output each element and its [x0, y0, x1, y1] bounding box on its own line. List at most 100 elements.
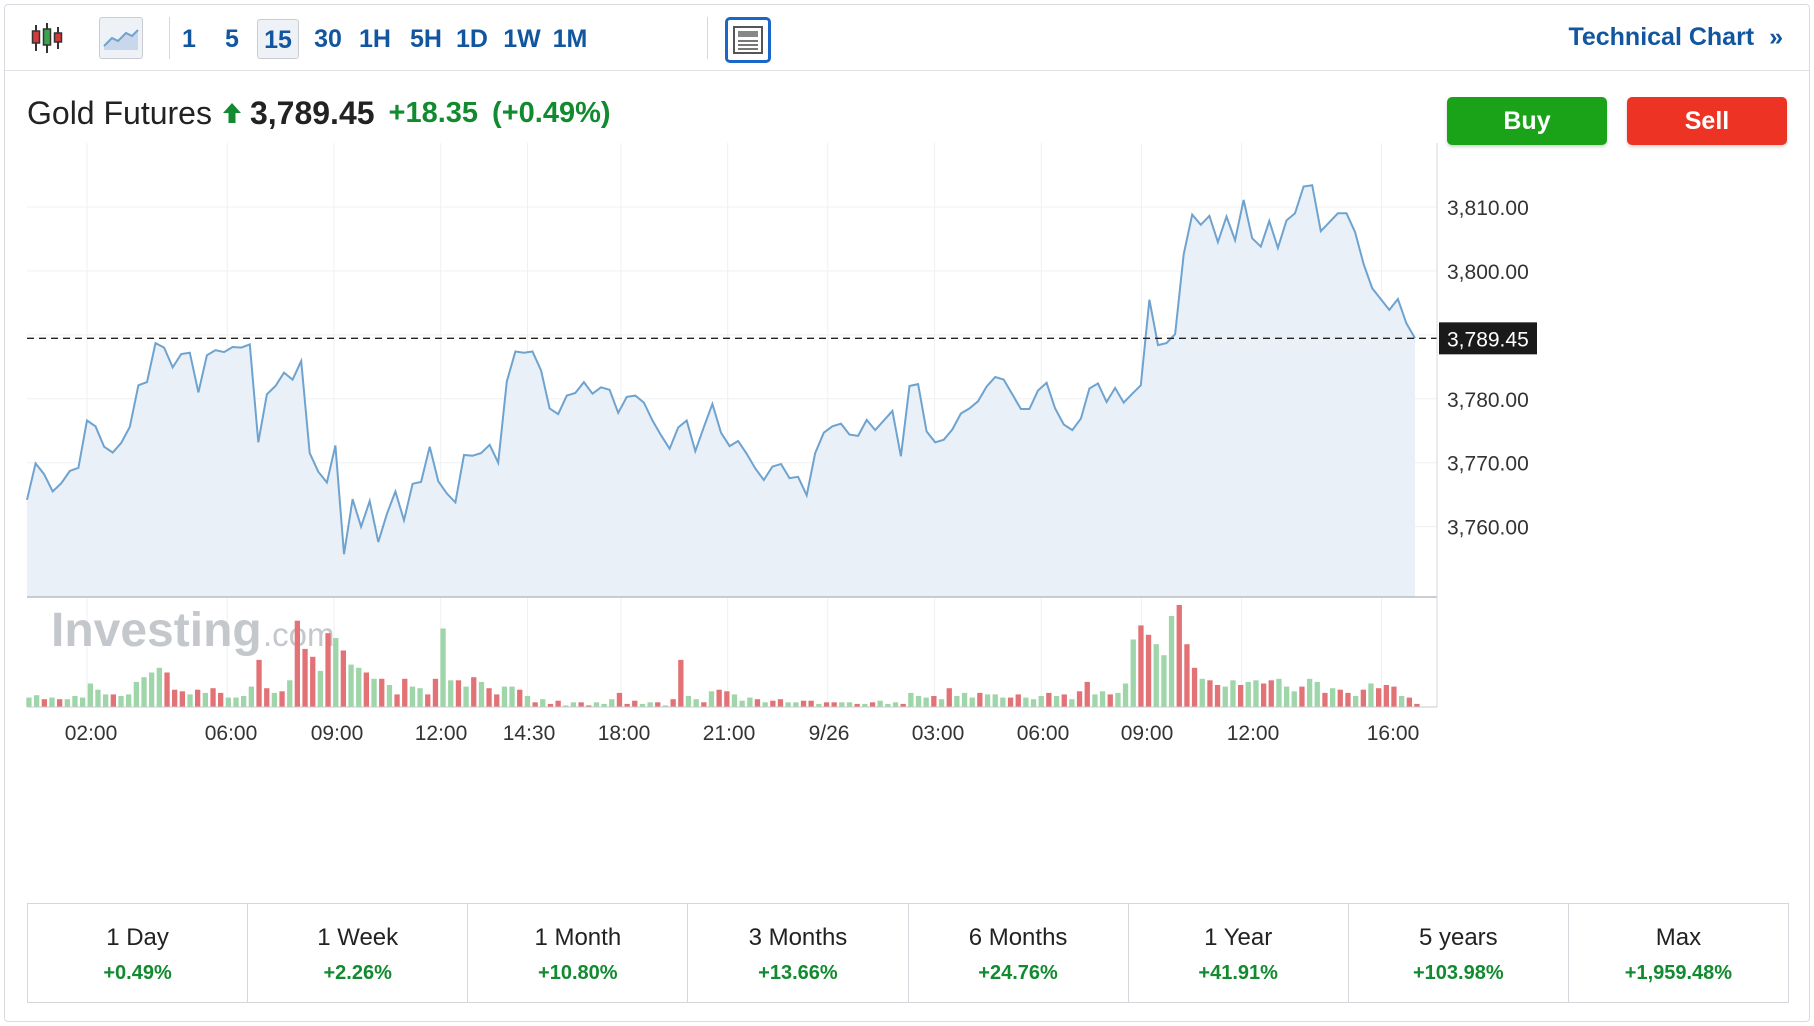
- toolbar-separator: [707, 17, 708, 59]
- volume-bar: [716, 689, 722, 707]
- volume-bar: [1330, 688, 1336, 707]
- volume-bar: [34, 695, 40, 707]
- instrument-name: Gold Futures: [27, 95, 212, 131]
- period-1-week[interactable]: 1 Week +2.26%: [248, 904, 469, 1002]
- volume-bar: [287, 680, 293, 707]
- timeframe-30[interactable]: 30: [314, 25, 342, 53]
- price-chart[interactable]: Investing .com 3,810.003,800.003,790.003…: [5, 5, 1810, 905]
- news-icon[interactable]: [725, 17, 771, 63]
- x-tick-label: 18:00: [598, 722, 651, 745]
- volume-bar: [908, 692, 914, 707]
- volume-bar: [670, 699, 676, 707]
- volume-bar: [754, 699, 761, 707]
- x-tick-label: 9/26: [809, 722, 850, 745]
- volume-bar: [478, 681, 485, 707]
- instrument-header: Gold Futures 3,789.45 +18.35 (+0.49%): [27, 95, 611, 132]
- candlestick-icon[interactable]: [25, 17, 69, 59]
- timeframe-1h[interactable]: 1H: [359, 25, 391, 53]
- volume-bar: [731, 694, 738, 707]
- period-1-day[interactable]: 1 Day +0.49%: [28, 904, 249, 1002]
- volume-bar: [678, 659, 684, 707]
- volume-bar: [915, 696, 922, 707]
- volume-bar: [1130, 639, 1136, 707]
- line-chart-icon[interactable]: [99, 17, 143, 59]
- volume-bar: [149, 672, 155, 707]
- timeframe-1m[interactable]: 1M: [552, 25, 588, 53]
- buy-button[interactable]: Buy: [1447, 97, 1607, 145]
- volume-bar: [1069, 699, 1075, 707]
- volume-bar: [1000, 697, 1006, 707]
- period-3-months[interactable]: 3 Months +13.66%: [688, 904, 909, 1002]
- period-6-months[interactable]: 6 Months +24.76%: [909, 904, 1129, 1002]
- volume-bar: [685, 696, 692, 707]
- volume-bar: [1076, 691, 1083, 707]
- y-tick-label: 3,810.00: [1447, 197, 1529, 220]
- volume-bar: [793, 702, 799, 707]
- volume-bar: [1092, 694, 1098, 707]
- timeframe-1w[interactable]: 1W: [503, 25, 541, 53]
- volume-bar: [1368, 683, 1374, 707]
- volume-bar: [639, 703, 646, 707]
- current-price-tag-bg: [1439, 322, 1537, 355]
- timeframe-5h[interactable]: 5H: [410, 25, 442, 53]
- volume-bar: [823, 702, 830, 707]
- volume-bar: [1023, 697, 1029, 707]
- volume-bar: [1138, 625, 1144, 707]
- volume-bars: [26, 605, 1420, 707]
- volume-bar: [156, 667, 162, 707]
- volume-bar: [547, 703, 554, 707]
- volume-bar: [854, 703, 860, 707]
- period-max[interactable]: Max +1,959.48%: [1569, 904, 1788, 1002]
- volume-bar: [1184, 644, 1190, 707]
- volume-bar: [325, 633, 331, 707]
- volume-bar: [892, 702, 899, 707]
- volume-bar: [540, 699, 546, 707]
- volume-bar: [785, 702, 791, 707]
- timeframe-15[interactable]: 15: [257, 19, 299, 59]
- volume-bar: [279, 691, 285, 707]
- period-change: +1,959.48%: [1624, 962, 1733, 984]
- x-tick-label: 02:00: [65, 722, 118, 745]
- volume-bar: [49, 697, 55, 707]
- volume-bar: [172, 689, 178, 707]
- volume-bar: [1322, 692, 1328, 707]
- period-1-month[interactable]: 1 Month +10.80%: [468, 904, 689, 1002]
- period-label: Max: [1655, 924, 1702, 951]
- volume-bar: [256, 659, 262, 707]
- period-5-years[interactable]: 5 years +103.98%: [1349, 904, 1569, 1002]
- volume-bar: [1238, 685, 1244, 707]
- volume-bar: [1406, 697, 1412, 707]
- volume-bar: [179, 691, 185, 707]
- y-tick-label: 3,760.00: [1447, 517, 1529, 540]
- volume-bar: [202, 692, 208, 707]
- timeframe-5[interactable]: 5: [225, 25, 239, 53]
- volume-bar: [64, 699, 70, 707]
- period-change: +10.80%: [538, 962, 618, 984]
- volume-bar: [463, 686, 469, 707]
- period-1-year[interactable]: 1 Year +41.91%: [1129, 904, 1349, 1002]
- volume-bar: [1299, 686, 1305, 707]
- sell-button[interactable]: Sell: [1627, 97, 1787, 145]
- volume-bar: [302, 648, 308, 707]
- volume-bar: [770, 700, 776, 707]
- volume-bar: [1145, 634, 1152, 707]
- volume-bar: [1038, 696, 1044, 707]
- volume-bar: [218, 692, 224, 707]
- volume-bar: [1253, 680, 1259, 707]
- volume-bar: [846, 702, 853, 707]
- timeframe-1d[interactable]: 1D: [456, 25, 488, 53]
- volume-bar: [616, 692, 623, 707]
- period-label: 1 Day: [106, 924, 169, 951]
- volume-bar: [739, 700, 745, 707]
- volume-bar: [1161, 655, 1167, 707]
- y-tick-label: 3,780.00: [1447, 389, 1529, 412]
- volume-bar: [1345, 692, 1351, 707]
- technical-chart-link[interactable]: Technical Chart »: [1568, 23, 1783, 52]
- timeframe-1[interactable]: 1: [182, 25, 196, 53]
- volume-bar: [1337, 689, 1343, 707]
- volume-bar: [41, 699, 47, 707]
- volume-bar: [708, 691, 715, 707]
- volume-bar: [1291, 691, 1297, 707]
- x-tick-label: 06:00: [205, 722, 258, 745]
- volume-bar: [241, 696, 247, 707]
